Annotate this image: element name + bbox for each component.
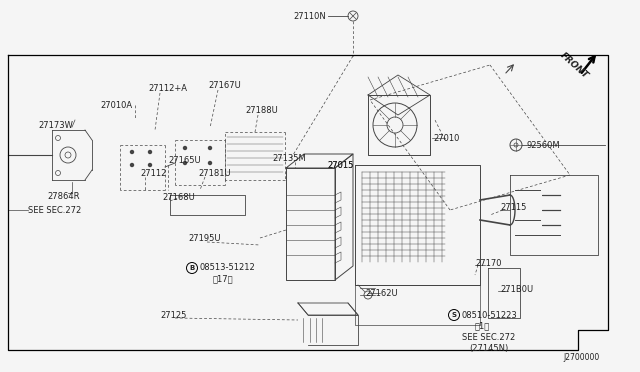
Text: 27173W: 27173W [38,121,73,129]
Text: 27162U: 27162U [365,289,397,298]
Circle shape [131,164,134,167]
Text: 〗17〙: 〗17〙 [213,275,234,283]
Text: 27165U: 27165U [168,155,200,164]
Text: B: B [189,265,195,271]
Text: 27181U: 27181U [198,169,230,177]
Text: SEE SEC.272: SEE SEC.272 [28,205,81,215]
Text: 27135M: 27135M [272,154,306,163]
Text: J2700000: J2700000 [564,353,600,362]
Text: 27110N: 27110N [293,12,326,20]
Text: S: S [451,312,456,318]
Circle shape [184,147,186,150]
Text: (27145N): (27145N) [469,343,508,353]
Text: 08510-51223: 08510-51223 [462,311,518,320]
Circle shape [184,161,186,164]
Circle shape [148,164,152,167]
Text: 27015: 27015 [327,160,353,170]
Text: 27864R: 27864R [47,192,79,201]
Text: 92560M: 92560M [527,141,561,150]
Text: 27188U: 27188U [245,106,278,115]
Circle shape [209,147,211,150]
Text: 27170: 27170 [475,259,502,267]
Text: SEE SEC.272: SEE SEC.272 [462,333,515,341]
Text: 271B0U: 271B0U [500,285,533,295]
Circle shape [209,161,211,164]
Text: 27125: 27125 [160,311,186,320]
Text: 27167U: 27167U [208,80,241,90]
Circle shape [148,151,152,154]
Text: 27115: 27115 [500,202,526,212]
Text: FRONT: FRONT [558,51,589,81]
Text: 〗1〙: 〗1〙 [475,321,490,330]
Text: 27015: 27015 [327,160,353,170]
Text: 27112+A: 27112+A [148,83,187,93]
Text: 27168U: 27168U [162,192,195,202]
Text: 08513-51212: 08513-51212 [200,263,256,273]
Text: 27195U: 27195U [188,234,221,243]
Text: 27112: 27112 [140,169,166,177]
Text: 27010: 27010 [433,134,460,142]
Circle shape [131,151,134,154]
Text: 27010A: 27010A [100,100,132,109]
